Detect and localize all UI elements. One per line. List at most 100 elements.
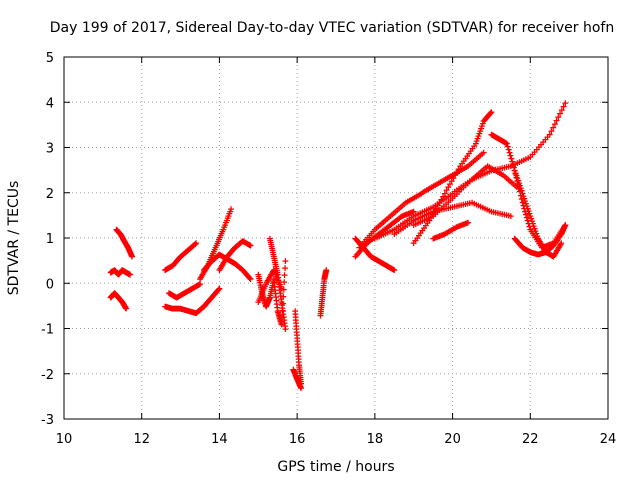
data-point: + <box>319 293 326 306</box>
data-point: + <box>559 224 566 237</box>
data-point: + <box>489 128 496 141</box>
data-point: + <box>207 292 214 305</box>
data-point: + <box>481 113 488 126</box>
data-point: + <box>236 261 243 274</box>
data-point: + <box>423 184 430 197</box>
data-point: + <box>296 376 303 389</box>
data-point: + <box>169 288 176 301</box>
data-point: + <box>182 286 189 299</box>
data-point: + <box>426 211 433 224</box>
data-point: + <box>357 244 364 257</box>
data-point: + <box>387 209 394 222</box>
data-point: + <box>538 238 545 251</box>
data-point: + <box>467 196 474 209</box>
data-point: + <box>550 239 557 252</box>
data-point: + <box>550 121 557 134</box>
data-point: + <box>294 373 301 386</box>
data-point: + <box>420 186 427 199</box>
data-point: + <box>264 297 271 310</box>
data-point: + <box>279 298 286 311</box>
data-point: + <box>499 207 506 220</box>
data-point: + <box>111 264 118 277</box>
data-point: + <box>116 292 123 305</box>
data-point: + <box>451 222 458 235</box>
data-point: + <box>454 220 461 233</box>
data-point: + <box>539 241 546 254</box>
data-point: + <box>515 178 522 191</box>
data-point: + <box>421 213 428 226</box>
data-point: + <box>280 310 287 323</box>
data-point: + <box>467 145 474 158</box>
data-point: + <box>279 301 286 314</box>
y-tick-label: 1 <box>46 232 54 247</box>
data-point: + <box>275 306 282 319</box>
data-point: + <box>488 205 495 218</box>
data-point: + <box>451 185 458 198</box>
data-point: + <box>397 218 404 231</box>
data-point: + <box>168 302 175 315</box>
data-point: + <box>464 176 471 189</box>
data-point: + <box>318 301 325 314</box>
data-point: + <box>434 204 441 217</box>
x-tick-label: 12 <box>133 432 150 447</box>
data-point: + <box>447 201 454 214</box>
data-point: + <box>438 194 445 207</box>
data-point: + <box>440 228 447 241</box>
data-point: + <box>221 251 228 264</box>
data-point: + <box>356 236 363 249</box>
data-point: + <box>470 172 477 185</box>
data-point: + <box>529 246 536 259</box>
data-point: + <box>114 289 121 302</box>
data-point: + <box>214 237 221 250</box>
data-point: + <box>320 283 327 296</box>
data-point: + <box>279 304 286 317</box>
data-point: + <box>443 202 450 215</box>
data-point: + <box>319 289 326 302</box>
data-point: + <box>292 368 299 381</box>
data-point: + <box>443 227 450 240</box>
data-point: + <box>212 241 219 254</box>
data-point: + <box>290 364 297 377</box>
data-point: + <box>197 273 204 286</box>
data-point: + <box>109 265 116 278</box>
data-point: + <box>534 248 541 261</box>
data-point: + <box>542 244 549 257</box>
data-point: + <box>262 297 269 310</box>
data-point: + <box>233 258 240 271</box>
data-point: + <box>319 295 326 308</box>
data-point: + <box>276 277 283 290</box>
data-point: + <box>261 281 268 294</box>
data-point: + <box>320 285 327 298</box>
data-point: + <box>546 128 553 141</box>
series-arc8: ++++++++++++++++++++++++++++++++++++++++… <box>201 248 255 286</box>
x-tick-label: 16 <box>289 432 306 447</box>
data-point: + <box>272 268 279 281</box>
data-point: + <box>555 231 562 244</box>
data-point: + <box>204 261 211 274</box>
data-point: + <box>390 216 397 229</box>
data-point: + <box>246 238 253 251</box>
data-point: + <box>534 229 541 242</box>
data-point: + <box>418 187 425 200</box>
data-point: + <box>274 301 281 314</box>
series-arc14: +++++++++++++++++++ <box>290 363 305 394</box>
data-point: + <box>363 245 370 258</box>
data-point: + <box>125 242 132 255</box>
series-arc9: +++++++++++++++++++++++++++++++++++++ <box>216 234 254 276</box>
data-point: + <box>297 379 304 392</box>
data-point: + <box>421 209 428 222</box>
data-point: + <box>208 251 215 264</box>
data-point: + <box>116 291 123 304</box>
data-point: + <box>223 252 230 265</box>
data-point: + <box>364 237 371 250</box>
data-point: + <box>447 193 454 206</box>
data-point: + <box>206 258 213 271</box>
data-point: + <box>462 197 469 210</box>
data-point: + <box>293 326 300 339</box>
data-point: + <box>515 182 522 195</box>
data-point: + <box>109 265 116 278</box>
data-point: + <box>269 244 276 257</box>
data-point: + <box>445 201 452 214</box>
y-tick-label: 2 <box>46 187 54 202</box>
data-point: + <box>439 228 446 241</box>
